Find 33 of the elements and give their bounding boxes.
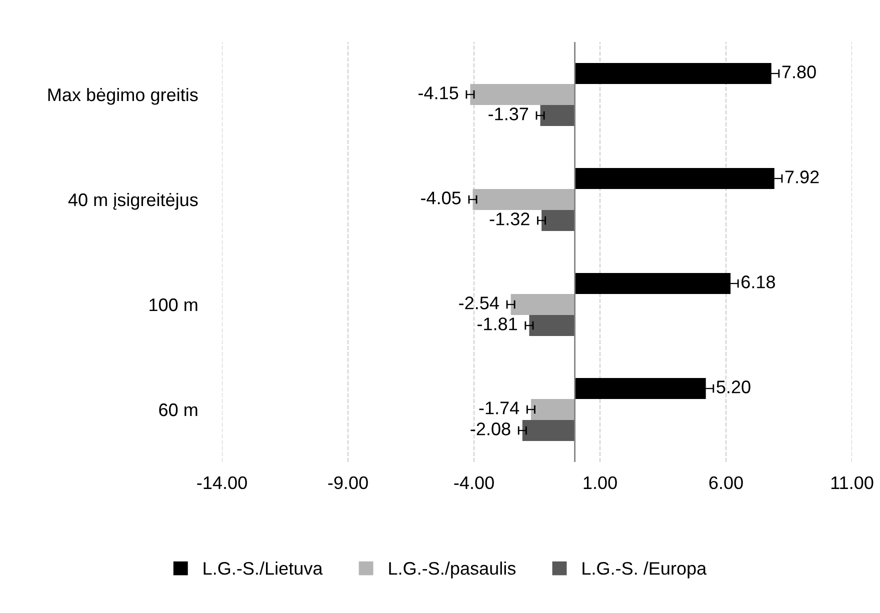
bar	[540, 105, 575, 126]
legend-label: L.G.-S. /Europa	[582, 562, 707, 578]
bar	[542, 210, 575, 231]
data-label: -1.74	[479, 402, 520, 414]
data-label: 6.18	[742, 276, 775, 288]
data-label: 7.80	[782, 66, 816, 78]
data-label: 7.92	[785, 170, 819, 184]
x-tick-label: 1.00	[584, 476, 617, 490]
y-tick-label: Max bėgimo greitis	[48, 88, 198, 105]
data-label: -2.08	[470, 422, 510, 436]
data-label: -4.15	[418, 86, 458, 100]
bar	[530, 399, 575, 420]
data-label: -1.32	[490, 212, 530, 226]
x-tick-label: 6.00	[709, 476, 743, 490]
bar	[510, 294, 575, 315]
x-tick-label: 11.00	[831, 476, 874, 490]
data-label: -2.54	[459, 296, 499, 310]
bar	[470, 84, 575, 105]
y-tick-label: 60 m	[159, 403, 198, 416]
legend-label: L.G.-S./pasaulis	[389, 562, 516, 578]
x-tick-label: -4.00	[454, 476, 494, 490]
data-label: -1.81	[478, 318, 517, 330]
x-tick-label: -14.00	[197, 476, 247, 490]
y-tick-label: 40 m įsigreitėjus	[68, 192, 198, 210]
bar	[472, 189, 575, 210]
data-label: -4.05	[421, 192, 461, 204]
bar	[522, 420, 575, 441]
legend-label: L.G.-S./Lietuva	[204, 562, 323, 575]
y-tick-label: 100 m	[150, 298, 198, 312]
data-label: -1.37	[488, 108, 528, 120]
bar	[529, 315, 575, 336]
data-label: 5.20	[716, 380, 750, 394]
x-tick-label: -9.00	[328, 476, 368, 490]
